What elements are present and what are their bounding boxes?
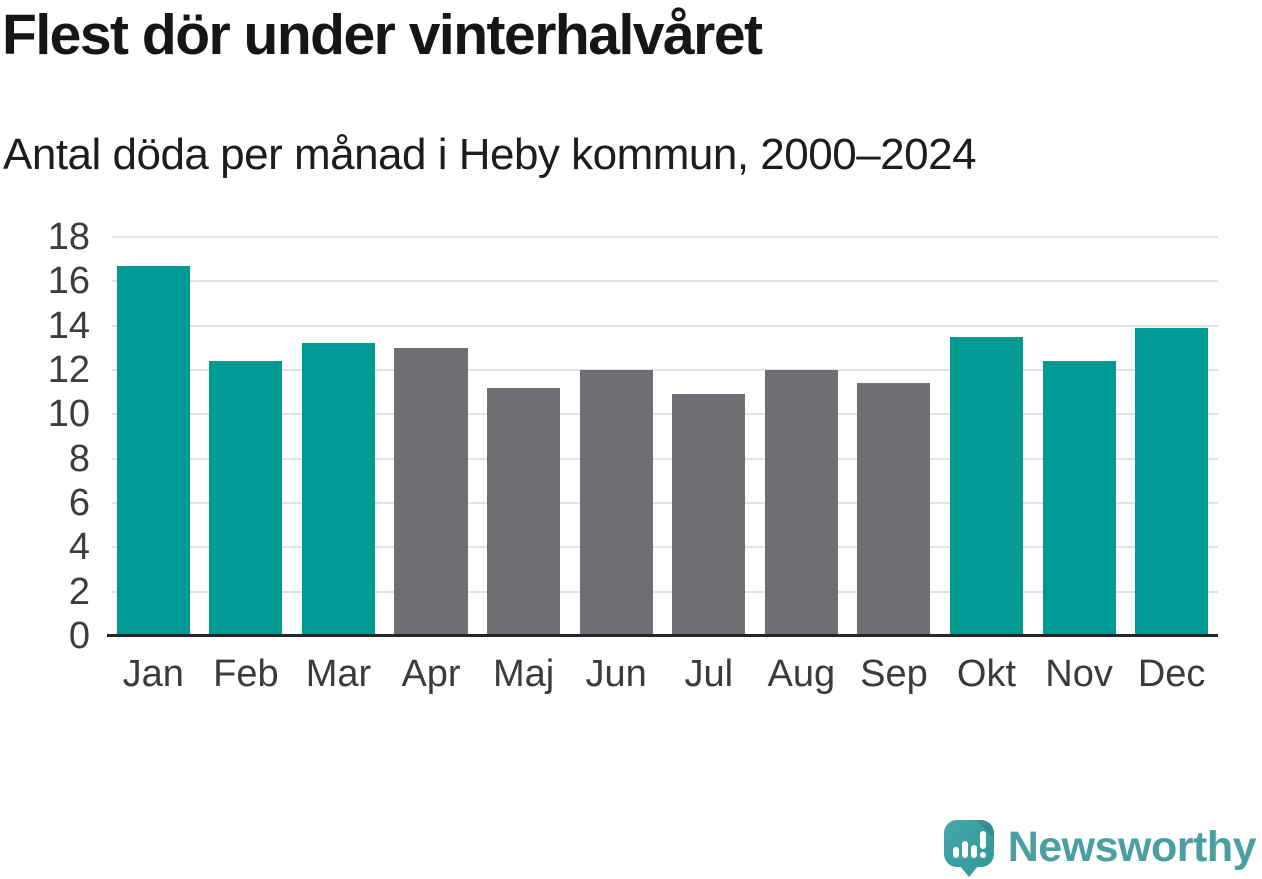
y-axis-tick-labels: 0 2 4 6 8 10 12 14 16 18: [0, 218, 90, 655]
chart-subtitle: Antal döda per månad i Heby kommun, 2000…: [3, 130, 977, 179]
y-tick-label-16: 16: [47, 260, 90, 303]
newsworthy-logo-icon: [943, 820, 994, 877]
gridline-14: [112, 324, 1218, 327]
bar-cell-okt: [940, 237, 1033, 636]
gridline-18: [112, 236, 1218, 238]
bar-cell-maj: [477, 237, 570, 636]
gridline-10: [112, 413, 1218, 416]
gridline-6: [112, 502, 1218, 504]
bar-aug: [764, 370, 838, 636]
bars: [107, 237, 1218, 636]
bar-cell-mar: [292, 237, 385, 636]
y-tick-label-4: 4: [68, 526, 90, 569]
x-tick-label-maj: Maj: [492, 653, 555, 695]
gridline-8: [112, 457, 1218, 460]
newsworthy-branding: Newsworthy: [943, 818, 1257, 877]
bar-feb: [209, 361, 283, 636]
y-tick-label-12: 12: [47, 349, 90, 391]
bar-dec: [1135, 327, 1209, 636]
bar-cell-jun: [570, 237, 663, 636]
y-tick-label-6: 6: [68, 482, 90, 524]
logo-bar-chart-glyph: [952, 831, 986, 858]
gridline-16: [112, 280, 1218, 283]
x-axis-line: [107, 634, 1218, 637]
bar-cell-apr: [385, 237, 478, 636]
x-tick-label-dec: Dec: [1137, 653, 1206, 695]
x-tick-label-apr: Apr: [401, 653, 461, 695]
x-tick-label-mar: Mar: [305, 653, 372, 695]
gridline-4: [112, 546, 1218, 549]
gridline-12: [112, 369, 1218, 371]
x-tick-label-aug: Aug: [767, 653, 836, 695]
x-tick-label-okt: Okt: [956, 653, 1017, 695]
y-tick-label-18: 18: [47, 216, 90, 258]
x-tick-label-jun: Jun: [585, 653, 647, 695]
bar-cell-nov: [1033, 237, 1126, 636]
bar-maj: [487, 387, 561, 636]
bar-jun: [579, 370, 653, 636]
y-tick-label-0: 0: [68, 615, 90, 657]
bar-cell-dec: [1125, 237, 1218, 636]
speech-bubble-tail: [958, 865, 979, 877]
x-tick-label-jan: Jan: [122, 653, 184, 695]
chart-title: Flest dör under vinterhalvåret: [2, 3, 763, 67]
x-tick-label-jul: Jul: [684, 653, 734, 695]
bar-cell-jul: [662, 237, 755, 636]
bar-cell-aug: [755, 237, 848, 636]
bar-mar: [301, 343, 375, 636]
gridline-2: [112, 590, 1218, 593]
bar-cell-jan: [107, 237, 200, 636]
plot-area: [107, 236, 1218, 637]
bar-okt: [949, 336, 1024, 636]
x-axis-tick-labels: Jan Feb Mar Apr Maj Jun Jul Aug Sep Okt Nov Dec: [107, 652, 1218, 698]
brand-name: Newsworthy: [1007, 823, 1257, 871]
y-tick-label-14: 14: [47, 304, 90, 347]
x-tick-label-nov: Nov: [1045, 653, 1113, 695]
bar-jan: [116, 265, 190, 636]
bar-sep: [857, 383, 931, 636]
bar-jul: [672, 394, 746, 636]
x-tick-label-sep: Sep: [860, 653, 928, 695]
y-tick-label-8: 8: [68, 437, 90, 480]
bar-cell-feb: [200, 237, 293, 636]
bar-cell-sep: [848, 237, 941, 636]
x-tick-label-feb: Feb: [213, 653, 279, 695]
bar-nov: [1042, 361, 1116, 636]
bar-apr: [394, 347, 468, 636]
y-tick-label-2: 2: [68, 570, 90, 613]
y-tick-label-10: 10: [47, 393, 90, 436]
